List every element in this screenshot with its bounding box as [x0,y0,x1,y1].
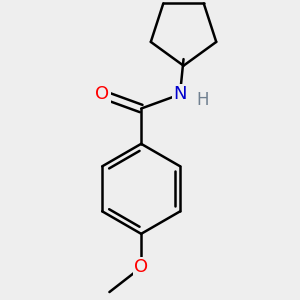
Text: O: O [134,258,148,276]
Text: N: N [173,85,187,103]
Text: O: O [95,85,110,103]
Text: H: H [197,91,209,109]
